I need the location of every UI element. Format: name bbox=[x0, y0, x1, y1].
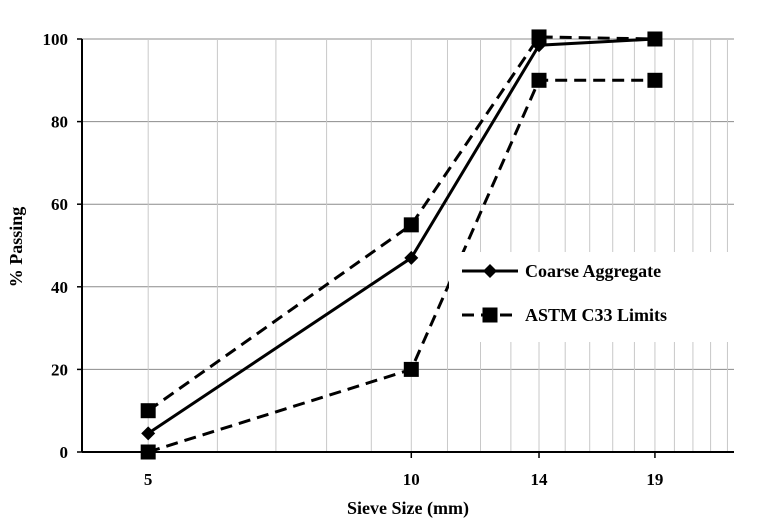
series-line bbox=[147, 78, 655, 454]
data-point-square bbox=[403, 361, 419, 377]
x-tick-label: 10 bbox=[403, 470, 420, 489]
data-point-diamond bbox=[141, 426, 156, 441]
legend-marker bbox=[482, 307, 498, 323]
data-point-square bbox=[531, 72, 547, 88]
data-point-diamond bbox=[404, 250, 419, 265]
data-point-square bbox=[403, 217, 419, 233]
data-point-square bbox=[140, 403, 156, 419]
y-tick-label: 100 bbox=[43, 30, 69, 49]
series-layer bbox=[140, 29, 663, 460]
y-tick-label: 20 bbox=[51, 360, 68, 379]
y-tick-label: 80 bbox=[51, 113, 68, 132]
legend-label: Coarse Aggregate bbox=[525, 261, 661, 281]
y-tick-label: 60 bbox=[51, 195, 68, 214]
series-line bbox=[147, 37, 656, 435]
y-tick-label: 40 bbox=[51, 278, 68, 297]
x-tick-label: 14 bbox=[531, 470, 549, 489]
series-1 bbox=[140, 29, 663, 419]
legend-marker bbox=[483, 264, 497, 278]
data-point-square bbox=[647, 72, 663, 88]
data-point-square bbox=[647, 31, 663, 47]
series-2 bbox=[140, 72, 663, 460]
x-tick-label: 5 bbox=[144, 470, 153, 489]
legend-item: ASTM C33 Limits bbox=[462, 305, 667, 325]
y-axis-title: % Passing bbox=[6, 207, 26, 288]
legend: Coarse Aggregate ASTM C33 Limits bbox=[449, 252, 735, 342]
tick-labels: 0 20 40 60 80 100 5 10 14 19 bbox=[43, 30, 664, 489]
y-tick-label: 0 bbox=[60, 443, 69, 462]
legend-item: Coarse Aggregate bbox=[462, 261, 661, 281]
series-0 bbox=[141, 32, 662, 441]
grid bbox=[82, 38, 734, 452]
legend-label: ASTM C33 Limits bbox=[525, 305, 667, 325]
axes bbox=[77, 38, 734, 458]
series-line bbox=[147, 35, 655, 412]
x-tick-label: 19 bbox=[646, 470, 663, 489]
legend-box bbox=[449, 252, 735, 342]
data-point-square bbox=[140, 444, 156, 460]
data-point-square bbox=[531, 29, 547, 45]
x-axis-title: Sieve Size (mm) bbox=[347, 498, 469, 519]
